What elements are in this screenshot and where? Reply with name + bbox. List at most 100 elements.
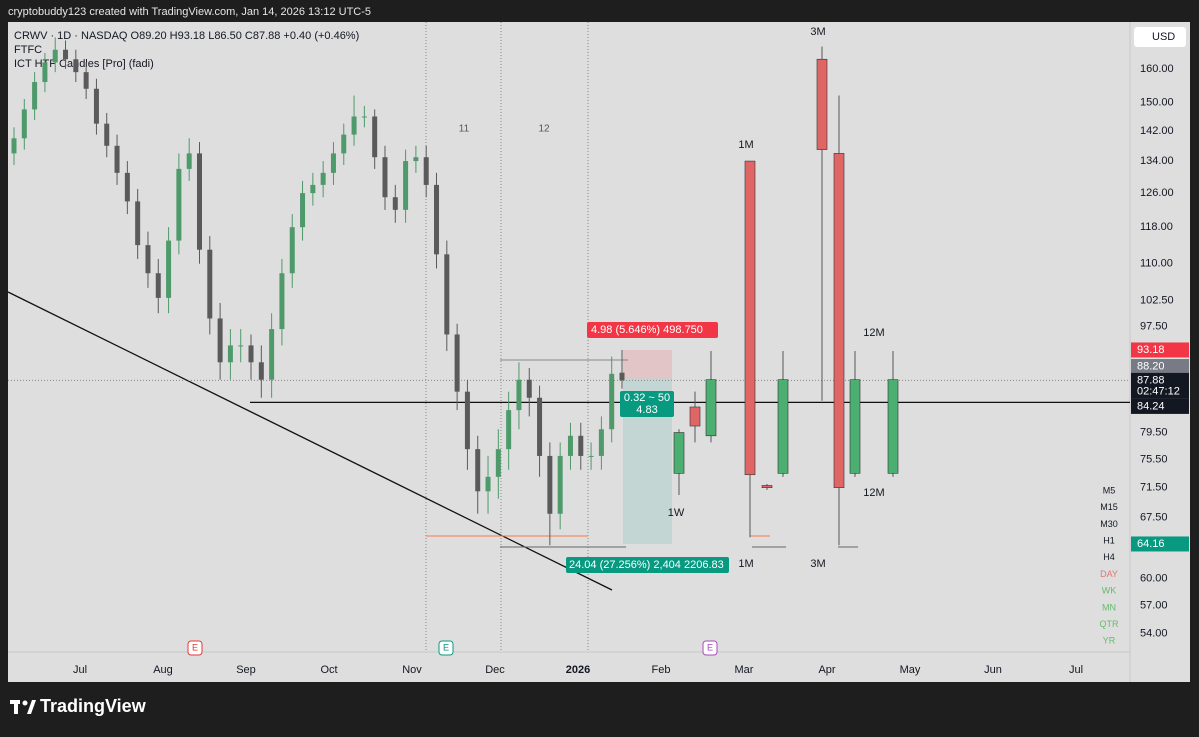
candle-body bbox=[537, 397, 543, 456]
htf-label: 3M bbox=[810, 558, 825, 570]
htf-body bbox=[887, 379, 899, 474]
candle-body bbox=[454, 334, 460, 392]
event-label: E bbox=[192, 642, 198, 652]
candle-body bbox=[320, 172, 326, 185]
y-tick-label: 97.50 bbox=[1140, 320, 1168, 332]
y-tick-label: 67.50 bbox=[1140, 511, 1168, 523]
stop-zone bbox=[623, 349, 672, 379]
candle-body bbox=[506, 410, 512, 450]
x-tick-label: Jul bbox=[73, 664, 87, 676]
x-tick-label: 2026 bbox=[566, 664, 590, 676]
candle-body bbox=[21, 109, 27, 139]
timeframe: WK bbox=[1102, 586, 1117, 596]
candle-body bbox=[238, 345, 244, 347]
event-marker bbox=[702, 640, 718, 656]
currency[interactable]: USD bbox=[1152, 31, 1175, 43]
stop-label: 4.98 (5.646%) 498.750 bbox=[591, 324, 703, 336]
price-tag-label: 84.24 bbox=[1137, 400, 1165, 412]
x-tick-label: Mar bbox=[735, 664, 754, 676]
y-tick-label: 118.00 bbox=[1140, 221, 1173, 233]
y-tick-label: 134.00 bbox=[1140, 155, 1174, 167]
candle-body bbox=[557, 455, 563, 514]
event-label: E bbox=[707, 642, 713, 652]
x-tick-label: Oct bbox=[320, 664, 337, 676]
candle-body bbox=[588, 455, 594, 457]
candle-body bbox=[207, 249, 213, 319]
candle-body bbox=[382, 157, 388, 198]
candle-body bbox=[464, 391, 470, 450]
ratio-label-box bbox=[620, 391, 674, 417]
y-tick-label: 71.50 bbox=[1140, 482, 1168, 494]
candle-body bbox=[403, 161, 409, 210]
x-tick-label: Jul bbox=[1069, 664, 1083, 676]
htf-body bbox=[673, 432, 685, 474]
countdown: 02:47:12 bbox=[1137, 385, 1180, 397]
price-tag-label: 88.20 bbox=[1137, 360, 1165, 372]
timeframe: M5 bbox=[1103, 485, 1116, 495]
timeframe: DAY bbox=[1100, 569, 1118, 579]
candle-body bbox=[330, 153, 336, 173]
price-tag-label: 64.16 bbox=[1137, 538, 1165, 550]
candle-body bbox=[392, 197, 398, 210]
candle-body bbox=[444, 254, 450, 335]
legend-line: FTFC bbox=[14, 44, 42, 56]
y-tick-label: 57.00 bbox=[1140, 599, 1168, 611]
candle-body bbox=[166, 240, 172, 298]
timeframe: M30 bbox=[1100, 519, 1118, 529]
candle-body bbox=[196, 153, 202, 250]
timeframe: MN bbox=[1102, 602, 1116, 612]
y-tick-label: 150.00 bbox=[1140, 96, 1174, 108]
ratio-label: 4.83 bbox=[636, 404, 657, 416]
candle-body bbox=[516, 379, 522, 411]
x-tick-label: Nov bbox=[402, 664, 422, 676]
x-tick-label: Dec bbox=[485, 664, 505, 676]
price-tag-label: 93.18 bbox=[1137, 344, 1165, 356]
htf-label: 1M bbox=[738, 139, 753, 151]
candle-body bbox=[93, 88, 99, 124]
y-tick-label: 54.00 bbox=[1140, 628, 1168, 640]
timeframe: YR bbox=[1103, 636, 1116, 646]
currency-box[interactable] bbox=[1134, 27, 1186, 47]
candle-body bbox=[269, 329, 275, 380]
timeframe: H1 bbox=[1103, 535, 1115, 545]
candle-body bbox=[413, 157, 419, 162]
period-label: 11 bbox=[459, 124, 470, 135]
candle-body bbox=[300, 193, 306, 228]
event-marker bbox=[438, 640, 454, 656]
htf-body bbox=[744, 160, 756, 476]
htf-body bbox=[849, 379, 861, 474]
candle-body bbox=[475, 449, 481, 492]
candle-body bbox=[279, 273, 285, 330]
timeframe: QTR bbox=[1100, 619, 1119, 629]
candle-body bbox=[186, 153, 192, 169]
price-tag bbox=[1131, 536, 1189, 552]
ratio-label: 0.32 ~ 50 bbox=[624, 392, 670, 404]
timeframe: H4 bbox=[1103, 552, 1115, 562]
y-tick-label: 160.00 bbox=[1140, 63, 1174, 75]
price-tag-label: 87.88 bbox=[1137, 374, 1165, 386]
htf-body bbox=[761, 485, 773, 488]
candle-body bbox=[52, 49, 58, 63]
stop-label-box bbox=[587, 322, 718, 338]
candle-body bbox=[217, 318, 223, 363]
price-tag bbox=[1131, 398, 1189, 414]
htf-body bbox=[689, 406, 701, 427]
candle-body bbox=[155, 273, 161, 298]
candle-body bbox=[42, 62, 48, 83]
candle-body bbox=[135, 201, 141, 246]
candle-body bbox=[578, 435, 584, 456]
period-label: 12 bbox=[538, 124, 550, 135]
y-tick-label: 110.00 bbox=[1140, 258, 1173, 270]
htf-label: 3M bbox=[810, 26, 825, 38]
trend-line bbox=[7, 291, 613, 591]
legend-line: CRWV · 1D · NASDAQ O89.20 H93.18 L86.50 … bbox=[14, 30, 359, 42]
candle-body bbox=[114, 145, 120, 173]
candle-body bbox=[124, 172, 130, 202]
x-tick-label: Apr bbox=[818, 664, 835, 676]
target-label: 24.04 (27.256%) 2,404 2206.83 bbox=[569, 559, 724, 571]
candle-body bbox=[361, 116, 367, 118]
candle-body bbox=[73, 59, 79, 73]
candle-body bbox=[423, 157, 429, 185]
candle-body bbox=[526, 379, 532, 398]
